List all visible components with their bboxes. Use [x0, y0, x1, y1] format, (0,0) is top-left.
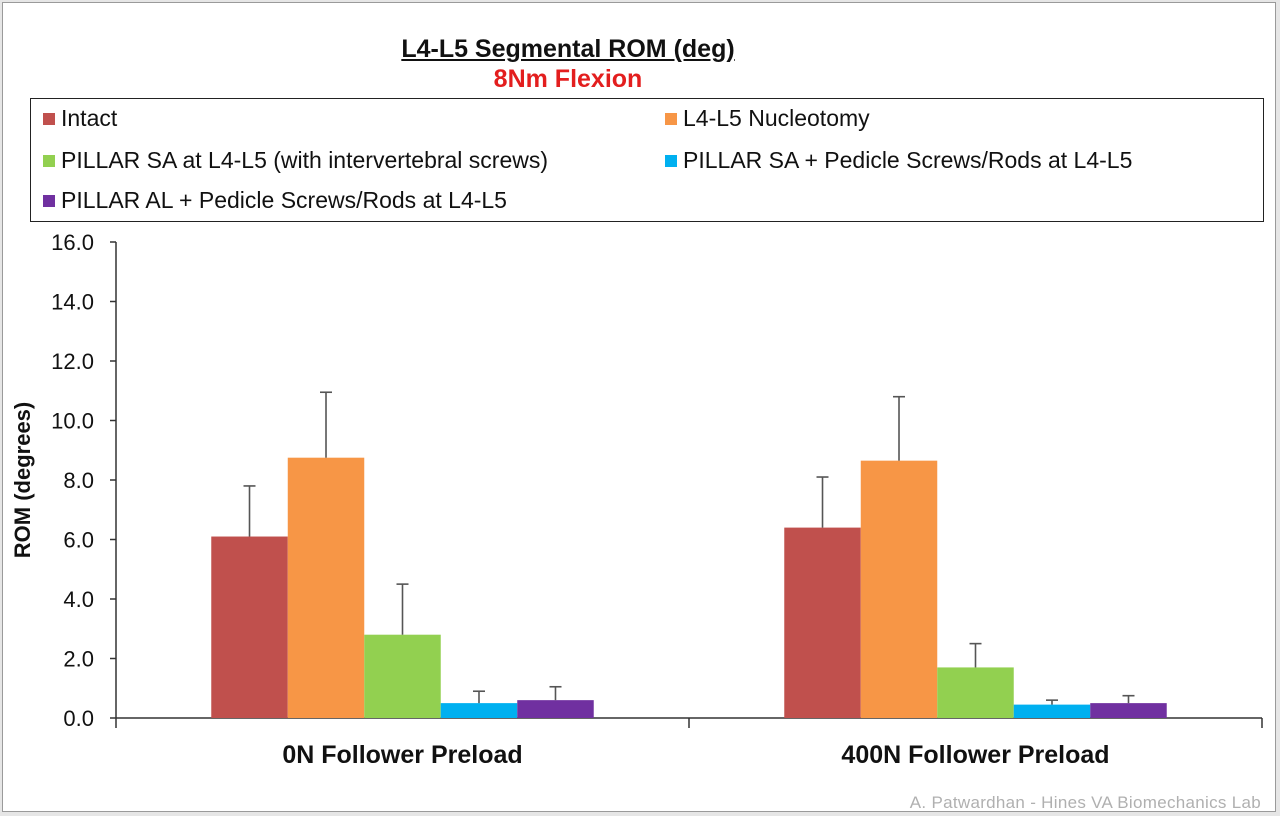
y-tick-label: 0.0	[63, 706, 94, 731]
legend-label: PILLAR SA at L4-L5 (with intervertebral …	[61, 147, 549, 173]
legend-label: PILLAR SA + Pedicle Screws/Rods at L4-L5	[683, 147, 1133, 173]
y-tick-label: 4.0	[63, 587, 94, 612]
y-tick-label: 2.0	[63, 647, 94, 672]
bar	[937, 667, 1014, 718]
bar	[287, 457, 365, 718]
bar	[860, 460, 938, 718]
bar	[1013, 704, 1091, 718]
y-tick-label: 12.0	[51, 349, 94, 374]
x-category-label: 0N Follower Preload	[282, 741, 522, 769]
bar	[784, 527, 861, 718]
legend-label: Intact	[61, 105, 118, 131]
legend-label: PILLAR AL + Pedicle Screws/Rods at L4-L5	[61, 187, 507, 213]
legend-swatch	[43, 194, 55, 207]
y-axis-title: ROM (degrees)	[10, 402, 35, 558]
legend-item-pillar-al-pedicle: PILLAR AL + Pedicle Screws/Rods at L4-L5	[43, 187, 507, 214]
legend-item-intact: Intact	[43, 105, 117, 132]
x-category-label: 400N Follower Preload	[841, 741, 1109, 769]
y-tick-label: 6.0	[63, 528, 94, 553]
bar	[517, 700, 594, 718]
legend-swatch	[665, 112, 677, 125]
y-tick-label: 14.0	[51, 290, 94, 315]
bar	[440, 703, 518, 718]
legend-item-pillar-sa: PILLAR SA at L4-L5 (with intervertebral …	[43, 147, 548, 174]
bar	[364, 634, 441, 718]
chart-subtitle: 8Nm Flexion	[493, 65, 643, 93]
legend-label: L4-L5 Nucleotomy	[683, 105, 870, 131]
bar	[211, 536, 288, 718]
legend-swatch	[43, 112, 55, 125]
legend-item-nucleotomy: L4-L5 Nucleotomy	[665, 105, 870, 132]
legend: Intact L4-L5 Nucleotomy PILLAR SA at L4-…	[30, 98, 1264, 222]
legend-swatch	[43, 154, 55, 167]
y-tick-label: 8.0	[63, 468, 94, 493]
credit-text: A. Patwardhan - Hines VA Biomechanics La…	[909, 793, 1261, 812]
chart-title: L4-L5 Segmental ROM (deg)	[401, 35, 735, 63]
bar	[1090, 703, 1167, 718]
legend-item-pillar-sa-pedicle: PILLAR SA + Pedicle Screws/Rods at L4-L5	[665, 147, 1132, 174]
y-tick-label: 16.0	[51, 230, 94, 255]
y-tick-label: 10.0	[51, 409, 94, 434]
legend-swatch	[665, 154, 677, 167]
